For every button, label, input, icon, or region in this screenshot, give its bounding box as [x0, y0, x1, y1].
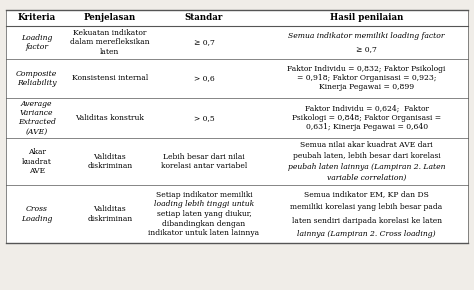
Bar — [6, 185, 468, 243]
Bar — [6, 59, 468, 98]
Text: Faktor Individu = 0,832; Faktor Psikologi
= 0,918; Faktor Organisasi = 0,923;
Ki: Faktor Individu = 0,832; Faktor Psikolog… — [287, 65, 446, 91]
Text: Validitas
diskriminan: Validitas diskriminan — [87, 205, 132, 222]
Text: Penjelasan: Penjelasan — [83, 13, 136, 22]
Text: ≥ 0,7: ≥ 0,7 — [356, 45, 377, 53]
Text: Average
Variance
Extracted
(AVE): Average Variance Extracted (AVE) — [18, 100, 55, 135]
Text: Semua indikator EM, KP dan DS: Semua indikator EM, KP dan DS — [304, 190, 429, 198]
Text: > 0,5: > 0,5 — [194, 114, 214, 122]
Text: Hasil penilaian: Hasil penilaian — [330, 13, 403, 22]
Text: ≥ 0,7: ≥ 0,7 — [193, 38, 214, 46]
Text: Composite
Reliability: Composite Reliability — [16, 70, 57, 87]
Text: variable correlation): variable correlation) — [327, 174, 406, 182]
Bar — [6, 26, 468, 59]
Text: Kekuatan indikator
dalam merefleksikan
laten: Kekuatan indikator dalam merefleksikan l… — [70, 29, 150, 55]
Text: lainnya (Lampiran 2. Cross loading): lainnya (Lampiran 2. Cross loading) — [297, 230, 436, 238]
Text: Lebih besar dari nilai
korelasi antar variabel: Lebih besar dari nilai korelasi antar va… — [161, 153, 247, 170]
Bar — [6, 98, 468, 138]
Text: Validitas konstruk: Validitas konstruk — [75, 114, 144, 122]
Text: Standar: Standar — [185, 13, 223, 22]
Text: Faktor Individu = 0,624;  Faktor
Psikologi = 0,848; Faktor Organisasi =
0,631; K: Faktor Individu = 0,624; Faktor Psikolog… — [292, 104, 441, 131]
Text: memiliki korelasi yang lebih besar pada: memiliki korelasi yang lebih besar pada — [291, 203, 443, 211]
Text: Semua nilai akar kuadrat AVE dari: Semua nilai akar kuadrat AVE dari — [300, 141, 433, 149]
Text: indikator untuk laten lainnya: indikator untuk laten lainnya — [148, 229, 260, 237]
Text: Akar
kuadrat
AVE: Akar kuadrat AVE — [22, 148, 52, 175]
Text: Kriteria: Kriteria — [18, 13, 56, 22]
Text: loading lebih tinggi untuk: loading lebih tinggi untuk — [154, 200, 254, 208]
Text: Konsistensi internal: Konsistensi internal — [72, 74, 148, 82]
Text: dibandingkan dengan: dibandingkan dengan — [163, 220, 246, 228]
Text: Semua indikator memiliki loading factor: Semua indikator memiliki loading factor — [288, 32, 445, 40]
Text: peubah laten, lebih besar dari korelasi: peubah laten, lebih besar dari korelasi — [293, 152, 440, 160]
Text: > 0,6: > 0,6 — [194, 74, 214, 82]
Text: peubah laten lainnya (Lampiran 2. Laten: peubah laten lainnya (Lampiran 2. Laten — [288, 163, 446, 171]
Text: Loading
factor: Loading factor — [21, 34, 53, 51]
Text: Setiap indikator memiliki: Setiap indikator memiliki — [155, 191, 252, 199]
Bar — [6, 10, 468, 26]
Text: Validitas
diskriminan: Validitas diskriminan — [87, 153, 132, 170]
Bar — [6, 138, 468, 185]
Text: laten sendiri daripada korelasi ke laten: laten sendiri daripada korelasi ke laten — [292, 217, 442, 225]
Text: setiap laten yang diukur,: setiap laten yang diukur, — [156, 210, 251, 218]
Text: Cross
Loading: Cross Loading — [21, 205, 53, 222]
